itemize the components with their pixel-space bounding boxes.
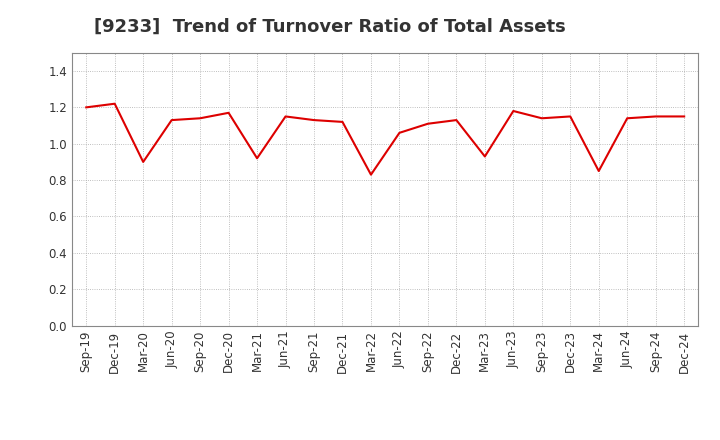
Text: [9233]  Trend of Turnover Ratio of Total Assets: [9233] Trend of Turnover Ratio of Total …	[94, 18, 565, 36]
